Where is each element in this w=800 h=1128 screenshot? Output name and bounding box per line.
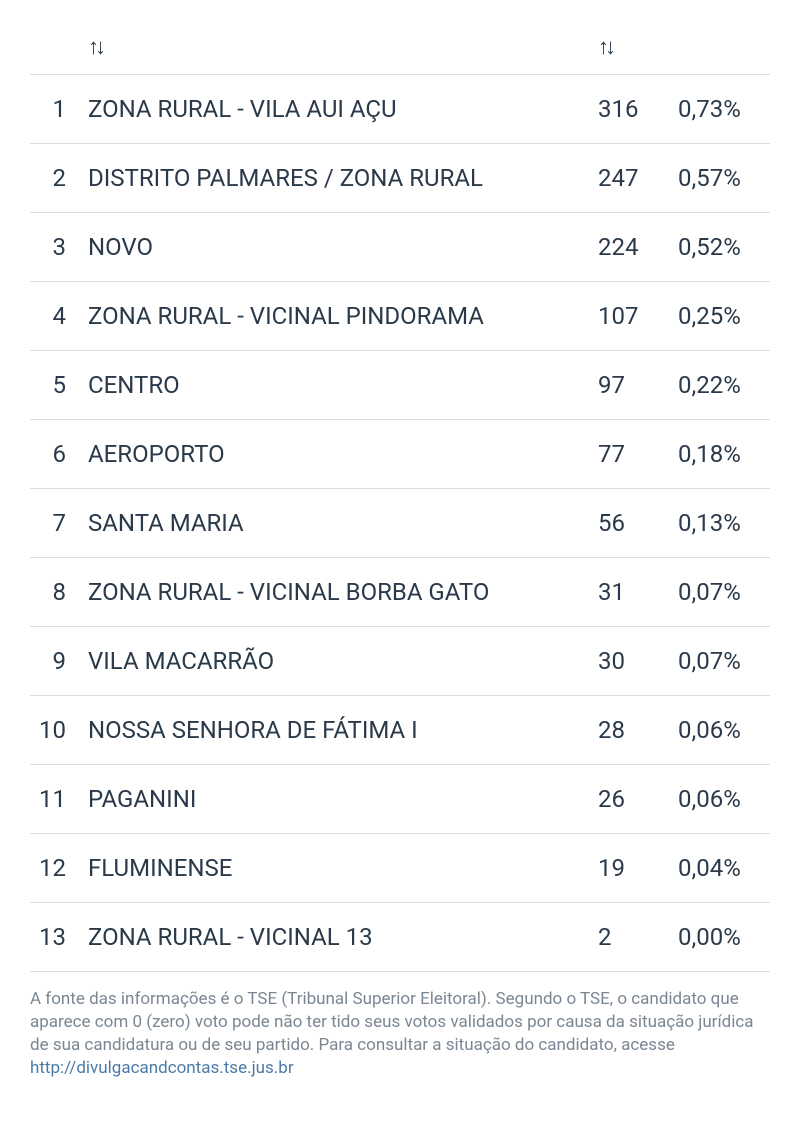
footer-note: A fonte das informações é o TSE (Tribuna… <box>30 988 770 1080</box>
cell-name: DISTRITO PALMARES / ZONA RURAL <box>80 144 590 213</box>
cell-pct: 0,73% <box>670 75 770 144</box>
cell-name: ZONA RURAL - VICINAL 13 <box>80 903 590 972</box>
table-row: 2DISTRITO PALMARES / ZONA RURAL2470,57% <box>30 144 770 213</box>
table-row: 6AEROPORTO770,18% <box>30 420 770 489</box>
header-votes[interactable]: ↑↓ <box>590 20 670 75</box>
table-row: 3NOVO2240,52% <box>30 213 770 282</box>
cell-name: NOSSA SENHORA DE FÁTIMA I <box>80 696 590 765</box>
cell-name: CENTRO <box>80 351 590 420</box>
cell-pct: 0,57% <box>670 144 770 213</box>
cell-votes: 316 <box>590 75 670 144</box>
cell-pct: 0,06% <box>670 765 770 834</box>
cell-name: ZONA RURAL - VICINAL BORBA GATO <box>80 558 590 627</box>
table-row: 11PAGANINI260,06% <box>30 765 770 834</box>
cell-votes: 107 <box>590 282 670 351</box>
cell-pct: 0,06% <box>670 696 770 765</box>
cell-pct: 0,13% <box>670 489 770 558</box>
cell-name: VILA MACARRÃO <box>80 627 590 696</box>
cell-votes: 26 <box>590 765 670 834</box>
cell-rank: 12 <box>30 834 80 903</box>
table-row: 8ZONA RURAL - VICINAL BORBA GATO310,07% <box>30 558 770 627</box>
cell-votes: 247 <box>590 144 670 213</box>
cell-votes: 97 <box>590 351 670 420</box>
cell-rank: 3 <box>30 213 80 282</box>
header-rank[interactable] <box>30 20 80 75</box>
sort-icon: ↑↓ <box>598 34 612 60</box>
cell-pct: 0,52% <box>670 213 770 282</box>
cell-name: AEROPORTO <box>80 420 590 489</box>
table-row: 10NOSSA SENHORA DE FÁTIMA I280,06% <box>30 696 770 765</box>
footer-text: A fonte das informações é o TSE (Tribuna… <box>30 989 754 1055</box>
cell-rank: 10 <box>30 696 80 765</box>
cell-pct: 0,07% <box>670 627 770 696</box>
table-row: 7SANTA MARIA560,13% <box>30 489 770 558</box>
cell-name: SANTA MARIA <box>80 489 590 558</box>
cell-name: ZONA RURAL - VILA AUI AÇU <box>80 75 590 144</box>
cell-votes: 30 <box>590 627 670 696</box>
cell-rank: 7 <box>30 489 80 558</box>
cell-rank: 6 <box>30 420 80 489</box>
cell-votes: 77 <box>590 420 670 489</box>
table-row: 12FLUMINENSE190,04% <box>30 834 770 903</box>
table-header-row: ↑↓ ↑↓ <box>30 20 770 75</box>
results-table: ↑↓ ↑↓ 1ZONA RURAL - VILA AUI AÇU3160,73%… <box>30 20 770 972</box>
cell-votes: 28 <box>590 696 670 765</box>
cell-rank: 4 <box>30 282 80 351</box>
table-row: 4ZONA RURAL - VICINAL PINDORAMA1070,25% <box>30 282 770 351</box>
cell-name: ZONA RURAL - VICINAL PINDORAMA <box>80 282 590 351</box>
cell-rank: 11 <box>30 765 80 834</box>
cell-pct: 0,25% <box>670 282 770 351</box>
cell-pct: 0,07% <box>670 558 770 627</box>
header-pct[interactable] <box>670 20 770 75</box>
cell-rank: 9 <box>30 627 80 696</box>
cell-votes: 56 <box>590 489 670 558</box>
cell-pct: 0,22% <box>670 351 770 420</box>
cell-votes: 19 <box>590 834 670 903</box>
cell-pct: 0,18% <box>670 420 770 489</box>
table-row: 9VILA MACARRÃO300,07% <box>30 627 770 696</box>
cell-name: FLUMINENSE <box>80 834 590 903</box>
cell-name: NOVO <box>80 213 590 282</box>
footer-link[interactable]: http://divulgacandcontas.tse.jus.br <box>30 1058 294 1078</box>
cell-name: PAGANINI <box>80 765 590 834</box>
cell-pct: 0,04% <box>670 834 770 903</box>
cell-rank: 5 <box>30 351 80 420</box>
table-row: 13ZONA RURAL - VICINAL 1320,00% <box>30 903 770 972</box>
header-name[interactable]: ↑↓ <box>80 20 590 75</box>
cell-rank: 2 <box>30 144 80 213</box>
cell-votes: 2 <box>590 903 670 972</box>
cell-votes: 224 <box>590 213 670 282</box>
cell-rank: 1 <box>30 75 80 144</box>
table-row: 1ZONA RURAL - VILA AUI AÇU3160,73% <box>30 75 770 144</box>
cell-votes: 31 <box>590 558 670 627</box>
sort-icon: ↑↓ <box>88 34 102 60</box>
cell-pct: 0,00% <box>670 903 770 972</box>
cell-rank: 13 <box>30 903 80 972</box>
cell-rank: 8 <box>30 558 80 627</box>
table-row: 5CENTRO970,22% <box>30 351 770 420</box>
